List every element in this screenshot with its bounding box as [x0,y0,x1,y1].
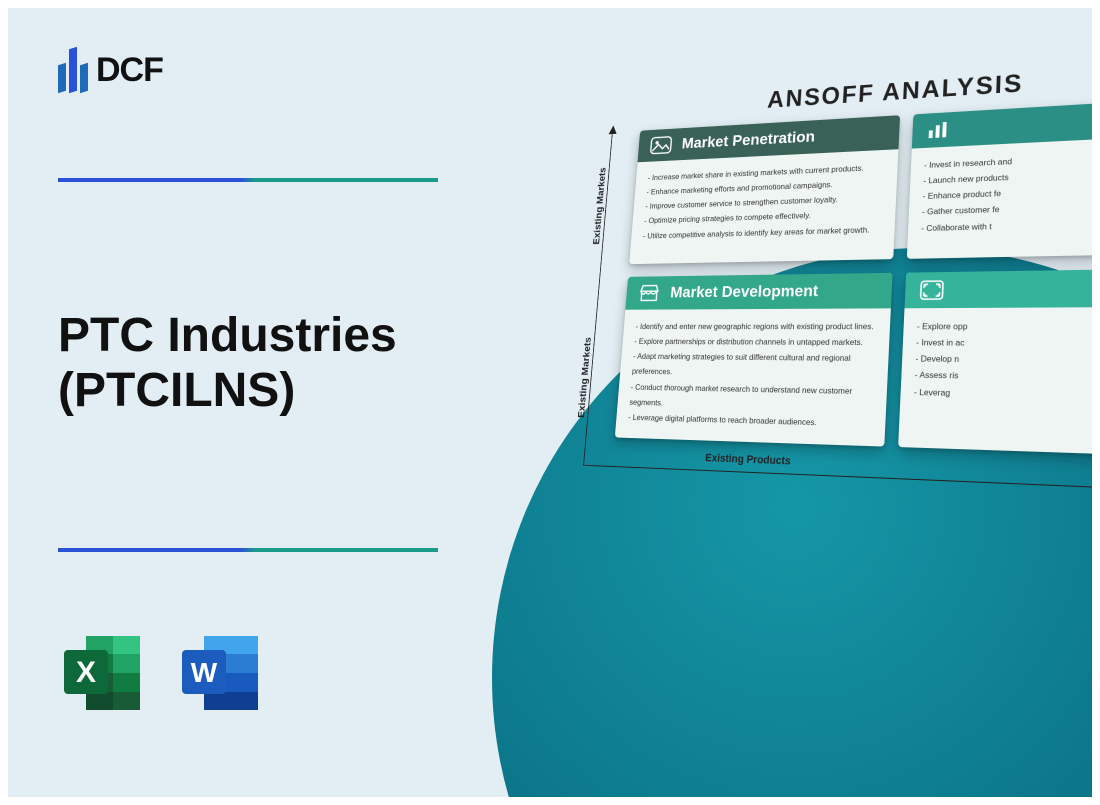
card-market-development: Market Development Identify and enter ne… [615,273,892,447]
card-title: Market Penetration [681,128,815,153]
y-axis-label-top: Existing Markets [592,167,608,245]
infographic-canvas: DCF PTC Industries (PTCILNS) X [8,8,1092,797]
svg-text:W: W [191,657,218,688]
dcf-logo: DCF [58,48,163,92]
logo-text: DCF [96,51,163,90]
card-diversification: Explore opp Invest in ac Develop n Asses… [898,268,1092,458]
title-line2: (PTCILNS) [58,363,397,418]
card-market-penetration: Market Penetration Increase market share… [629,115,899,264]
ansoff-diagram-wrap: ANSOFF ANALYSIS Existing Markets Existin… [562,68,1092,628]
image-icon [650,136,673,155]
excel-icon: X [58,628,148,718]
ansoff-diagram: ANSOFF ANALYSIS Existing Markets Existin… [583,54,1092,492]
expand-icon [918,280,945,300]
card-body: Invest in research and Launch new produc… [907,133,1092,250]
word-icon: W [176,628,266,718]
svg-text:X: X [76,656,96,689]
divider-bottom [58,548,438,552]
bar-chart-icon [925,120,951,140]
ansoff-axes: Existing Markets Existing Markets Existi… [583,96,1092,493]
ansoff-grid: Market Penetration Increase market share… [615,96,1092,458]
x-axis-label-left: Existing Products [705,452,791,467]
logo-mark-icon [58,48,88,92]
card-product-development: Invest in research and Launch new produc… [906,96,1092,259]
card-body: Increase market share in existing market… [630,149,898,255]
card-title: Market Development [670,282,819,302]
card-body: Identify and enter new geographic region… [615,308,891,446]
divider-top [58,178,438,182]
page-title: PTC Industries (PTCILNS) [58,308,397,418]
title-line1: PTC Industries [58,308,397,363]
file-icons-row: X W [58,628,266,718]
storefront-icon [638,284,661,303]
card-body: Explore opp Invest in ac Develop n Asses… [899,307,1092,422]
y-axis-label-bottom: Existing Markets [577,337,594,418]
